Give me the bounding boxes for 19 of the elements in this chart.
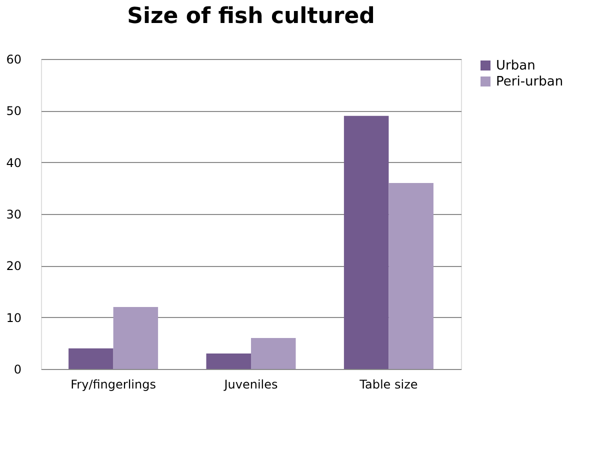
x-tick-label: Juveniles: [223, 378, 278, 392]
y-tick-label: 20: [6, 259, 22, 274]
y-tick-label: 0: [14, 362, 22, 376]
y-tick-label: 30: [6, 208, 22, 222]
legend-label: Urban: [496, 58, 536, 74]
bar: [344, 116, 389, 369]
legend-label: Peri-urban: [496, 74, 564, 90]
y-tick-label: 10: [6, 310, 22, 325]
x-tick-label: Table size: [358, 378, 418, 392]
bar: [388, 183, 434, 369]
chart-title: Size of fish cultured: [127, 4, 375, 29]
y-tick-label: 50: [6, 104, 22, 118]
bar: [206, 354, 251, 369]
y-tick-label: 60: [6, 52, 22, 66]
x-tick-label: Fry/fingerlings: [70, 378, 156, 392]
bar: [68, 348, 114, 369]
bar: [251, 338, 296, 369]
bar: [113, 307, 158, 369]
y-tick-label: 40: [6, 156, 22, 170]
